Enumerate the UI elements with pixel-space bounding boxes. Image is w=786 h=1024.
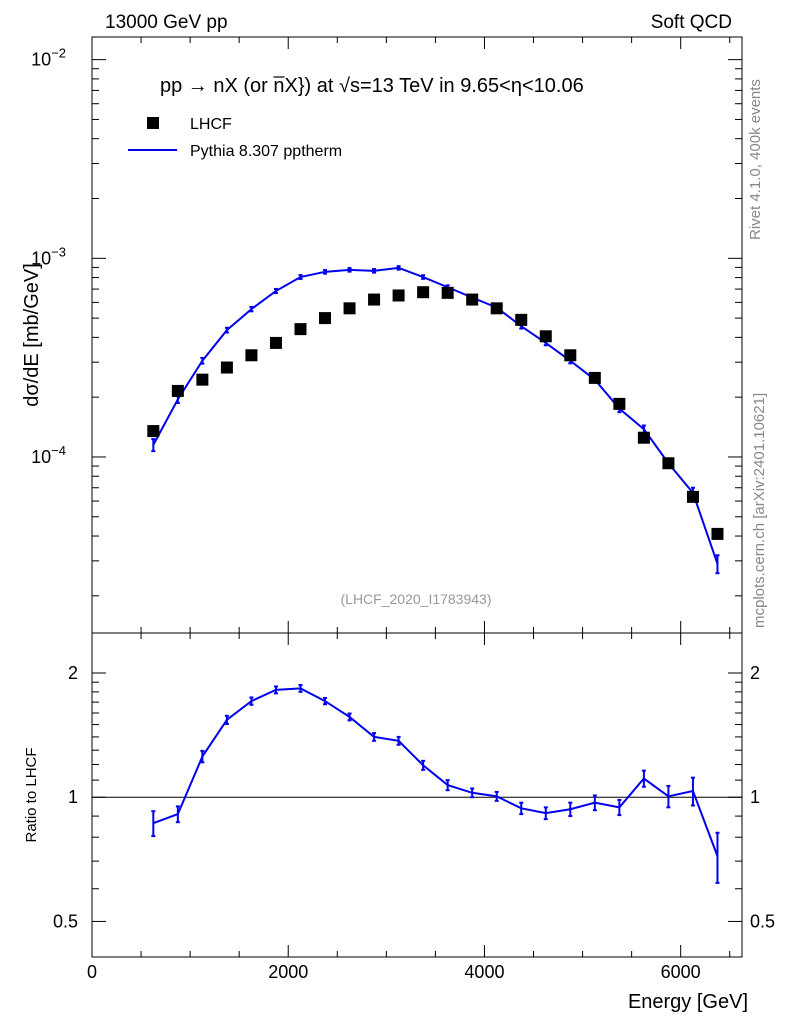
lhcf-data-point: [686, 490, 699, 503]
title-text: pp → nX (or nX}) at √s=13 TeV in 9.65<η<…: [160, 75, 584, 97]
lhcf-data-point: [392, 289, 405, 302]
lhcf-data-point: [171, 384, 184, 397]
header-right-label: Soft QCD: [651, 12, 732, 33]
legend-lhcf-marker: [147, 117, 159, 129]
lhcf-data-point: [490, 302, 503, 315]
nbar-symbol: n: [273, 75, 284, 97]
x-tick-label: 4000: [464, 962, 504, 982]
lhcf-data-point: [637, 431, 650, 444]
legend: LHCF Pythia 8.307 pptherm: [128, 116, 342, 160]
lhcf-data-point: [564, 349, 577, 362]
lhcf-data-point: [515, 313, 528, 326]
lhcf-data-point: [417, 286, 430, 299]
lhcf-data-point: [269, 336, 282, 349]
x-tick-label: 2000: [268, 962, 308, 982]
lhcf-data-point: [539, 330, 552, 343]
lhcf-data-point: [613, 397, 626, 410]
lhcf-data-point: [441, 286, 454, 299]
legend-lhcf-label: LHCF: [190, 116, 232, 133]
axis-ticks: [91, 37, 742, 957]
ratio-y-axis-label: Ratio to LHCF: [23, 747, 40, 842]
ratio-tick-label-left: 0.5: [53, 911, 78, 931]
x-tick-label: 6000: [661, 962, 701, 982]
y-tick-label: 10−2: [31, 46, 66, 70]
lhcf-data-point: [588, 371, 601, 384]
header-left-label: 13000 GeV pp: [105, 12, 228, 33]
lhcf-data-point: [466, 293, 479, 306]
y-axis-label: dσ/dE [mb/GeV]: [21, 263, 43, 407]
ratio-tick-label-left: 1: [68, 787, 78, 807]
ratio-series-line: [152, 687, 719, 857]
lhcf-data-point: [245, 349, 258, 362]
y-tick-label: 10−4: [31, 443, 66, 467]
data-marks: [92, 265, 742, 884]
lhcf-data-point: [147, 425, 160, 438]
lhcf-data-point: [319, 312, 332, 325]
lhcf-data-point: [711, 527, 724, 540]
ratio-tick-label-right: 1: [750, 787, 760, 807]
ratio-tick-label-right: 2: [750, 663, 760, 683]
lhcf-data-point: [294, 323, 307, 336]
ratio-tick-label-right: 0.5: [750, 911, 775, 931]
legend-pythia-label: Pythia 8.307 pptherm: [190, 143, 342, 160]
ratio-plot-frame: [91, 632, 743, 958]
lhcf-data-point: [368, 293, 381, 306]
chart-title: pp → nX (or nX}) at √s=13 TeV in 9.65<η<…: [160, 75, 584, 97]
pythia-series-line: [152, 266, 719, 565]
y-tick-label: 10−3: [31, 244, 66, 268]
ratio-tick-label-left: 2: [68, 663, 78, 683]
lhcf-data-point: [196, 373, 209, 386]
lhcf-data-point: [343, 302, 356, 315]
x-tick-label: 0: [87, 962, 97, 982]
analysis-id: (LHCF_2020_I1783943): [341, 591, 492, 607]
lhcf-data-point: [662, 457, 675, 470]
lhcf-data-point: [220, 361, 233, 374]
mcplots-label: mcplots.cern.ch [arXiv:2401.10621]: [751, 393, 768, 628]
rivet-label: Rivet 4.1.0, 400k events: [747, 79, 764, 240]
x-axis-label: Energy [GeV]: [628, 991, 748, 1013]
